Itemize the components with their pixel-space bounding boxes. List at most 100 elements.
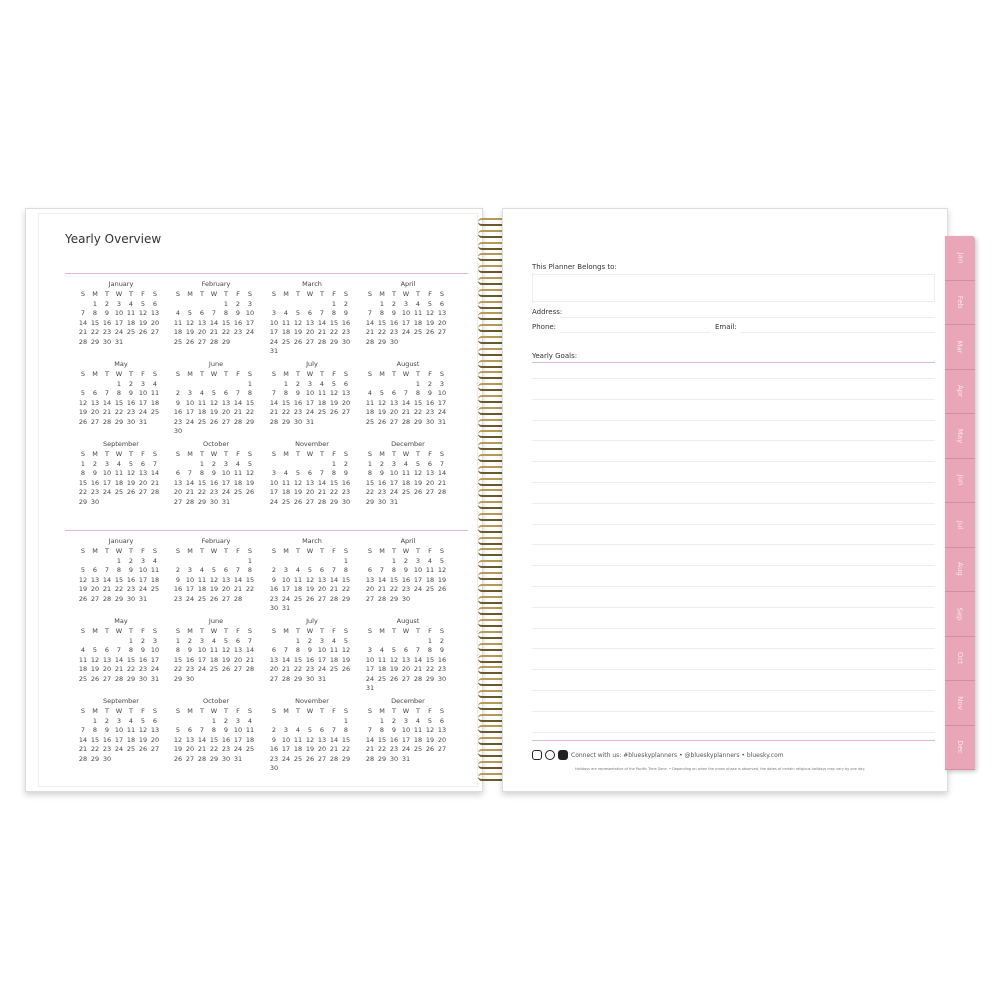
day-number: 23 xyxy=(173,417,183,426)
goal-line[interactable] xyxy=(532,606,935,608)
goal-line[interactable] xyxy=(532,419,935,421)
day-number: 17 xyxy=(269,328,279,336)
day-number: 15 xyxy=(389,575,399,584)
tab-feb[interactable]: Feb xyxy=(945,281,975,325)
owner-name-field[interactable] xyxy=(532,274,935,302)
goal-line[interactable] xyxy=(532,502,935,504)
weekday-label: M xyxy=(283,290,289,298)
tab-aug[interactable]: Aug xyxy=(945,548,975,592)
day-number: 17 xyxy=(114,318,124,327)
spiral-coil xyxy=(478,666,522,675)
address-line[interactable] xyxy=(560,317,935,318)
weekday-label: S xyxy=(175,290,181,298)
day-number: 18 xyxy=(126,735,136,744)
day-number: 7 xyxy=(367,726,373,734)
day-number: 5 xyxy=(427,299,433,308)
goal-line[interactable] xyxy=(532,710,935,712)
day-number: 5 xyxy=(175,726,181,734)
goal-line[interactable] xyxy=(532,440,935,442)
spiral-coil xyxy=(478,359,522,368)
day-number: 26 xyxy=(209,594,219,603)
day-number: 27 xyxy=(221,594,231,603)
day-number: 25 xyxy=(126,328,136,336)
spiral-coil xyxy=(478,406,522,415)
phone-line[interactable] xyxy=(560,332,710,333)
tab-nov[interactable]: Nov xyxy=(945,681,975,726)
goal-line[interactable] xyxy=(532,586,935,587)
weekday-label: T xyxy=(296,290,300,298)
day-number: 26 xyxy=(377,417,387,426)
goal-line[interactable] xyxy=(532,690,935,691)
goal-line[interactable] xyxy=(532,398,935,400)
goal-line[interactable] xyxy=(532,482,935,483)
day-number: 1 xyxy=(247,556,253,565)
day-number: 6 xyxy=(92,566,98,574)
day-number: 15 xyxy=(173,655,183,664)
day-number: 24 xyxy=(365,674,375,683)
day-number: 13 xyxy=(425,469,435,477)
day-number: 13 xyxy=(317,735,327,744)
day-number: 13 xyxy=(317,575,327,584)
day-number: 17 xyxy=(281,745,291,753)
weekday-label: S xyxy=(343,450,349,458)
tab-may[interactable]: May xyxy=(945,414,975,459)
day-number: 23 xyxy=(389,745,399,753)
weekday-label: S xyxy=(152,450,158,458)
day-number: 13 xyxy=(185,735,195,744)
goal-line[interactable] xyxy=(532,627,935,629)
day-number: 6 xyxy=(187,726,193,734)
tab-jul[interactable]: Jul xyxy=(945,503,975,548)
tab-mar[interactable]: Mar xyxy=(945,325,975,370)
day-number: 8 xyxy=(331,309,337,317)
day-number: 18 xyxy=(317,398,327,407)
goal-line[interactable] xyxy=(532,731,935,733)
day-number: 10 xyxy=(138,389,148,397)
tab-sep[interactable]: Sep xyxy=(945,592,975,637)
day-number: 9 xyxy=(427,389,433,397)
day-number: 15 xyxy=(78,478,88,487)
day-number: 18 xyxy=(281,488,291,496)
tab-oct[interactable]: Oct xyxy=(945,637,975,681)
day-number: 16 xyxy=(126,575,136,584)
day-number: 22 xyxy=(329,328,339,336)
day-number: 23 xyxy=(209,488,219,496)
weekday-label: S xyxy=(152,290,158,298)
tab-label: Dec xyxy=(955,740,964,755)
goal-line[interactable] xyxy=(532,523,935,525)
day-number: 25 xyxy=(281,497,291,506)
day-number: 17 xyxy=(401,318,411,327)
tab-jun[interactable]: Jun xyxy=(945,459,975,503)
day-number: 28 xyxy=(233,594,243,603)
empty-cell xyxy=(328,717,340,725)
day-number: 21 xyxy=(233,408,243,416)
empty-cell xyxy=(172,717,184,725)
day-number: 5 xyxy=(343,636,349,645)
goal-line[interactable] xyxy=(532,461,935,463)
day-number: 5 xyxy=(80,389,86,397)
tab-jan[interactable]: Jan xyxy=(945,236,975,281)
goal-line[interactable] xyxy=(532,669,935,671)
day-number: 3 xyxy=(187,566,193,574)
day-number: 4 xyxy=(235,459,241,468)
day-number: 28 xyxy=(329,594,339,603)
day-number: 26 xyxy=(78,417,88,426)
goal-line[interactable] xyxy=(532,648,935,650)
tab-dec[interactable]: Dec xyxy=(945,726,975,770)
day-number: 15 xyxy=(90,318,100,327)
weekday-label: M xyxy=(187,290,193,298)
day-number: 1 xyxy=(223,299,229,308)
email-line[interactable] xyxy=(740,332,935,333)
weekday-label: M xyxy=(379,450,385,458)
weekday-label: T xyxy=(416,450,420,458)
day-number: 14 xyxy=(401,398,411,407)
month-calendar: October S M T W T F S 1 2 3 4 5 6 7 8 9 10 11 12 13 14 15 16 17 1… xyxy=(172,697,260,763)
goal-line[interactable] xyxy=(532,378,935,379)
day-number: 30 xyxy=(269,764,279,772)
day-number: 9 xyxy=(175,398,181,407)
day-number: 9 xyxy=(379,469,385,477)
weekday-label: T xyxy=(224,627,228,635)
goal-line[interactable] xyxy=(532,544,935,546)
day-number: 23 xyxy=(305,665,315,673)
tab-apr[interactable]: Apr xyxy=(945,370,975,414)
goal-line[interactable] xyxy=(532,565,935,567)
